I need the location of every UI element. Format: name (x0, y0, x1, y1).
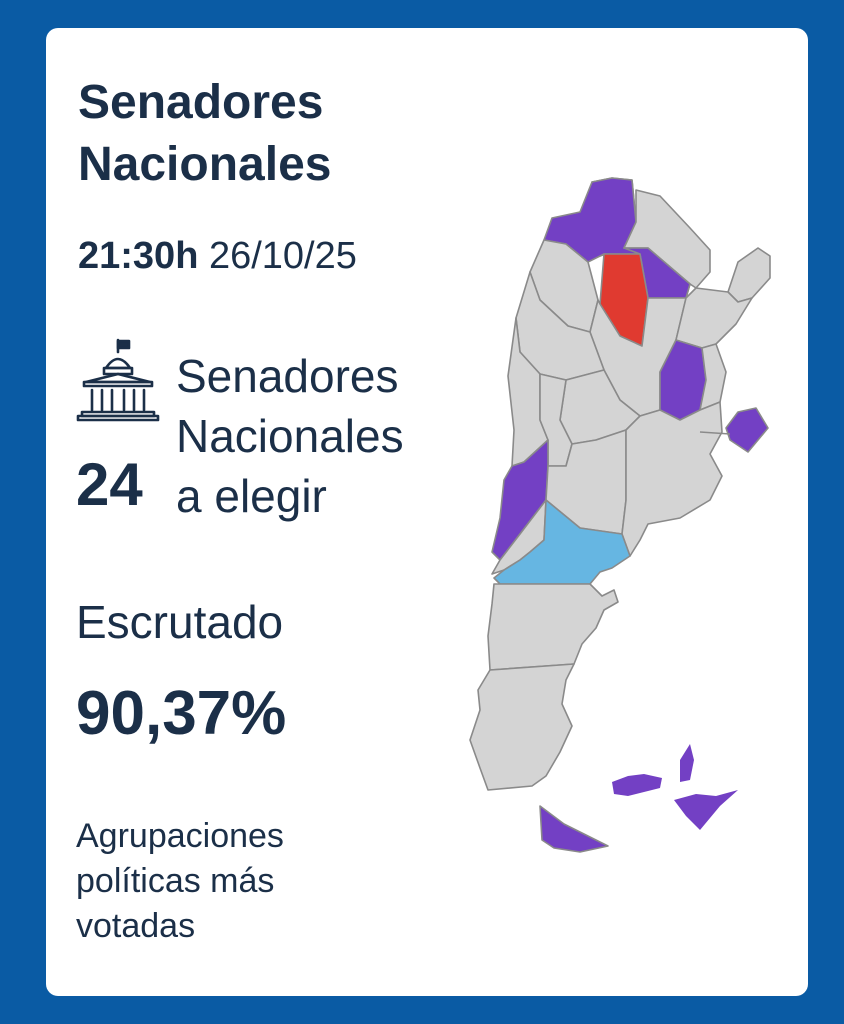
timestamp: 21:30h 26/10/25 (78, 232, 357, 280)
senators-label-line-1: Senadores (176, 350, 399, 402)
title-line-2: Nacionales (78, 138, 332, 191)
parties-heading-line-1: Agrupaciones (76, 817, 284, 855)
islands-antarctic-peninsula (680, 744, 694, 782)
province-caba (725, 407, 769, 453)
islands-antarctic-sector (674, 790, 738, 830)
senators-label: Senadores Nacionales a elegir (176, 346, 496, 526)
province-chubut (487, 583, 619, 671)
province-santa-cruz (469, 663, 575, 791)
parties-heading-line-2: políticas más (76, 862, 275, 900)
capitol-building-icon (76, 338, 160, 422)
province-tierra-del-fuego (539, 805, 609, 853)
parties-heading: Agrupaciones políticas más votadas (76, 814, 376, 949)
title-line-1: Senadores (78, 76, 324, 129)
senators-count: 24 (76, 451, 143, 518)
parties-heading-line-3: votadas (76, 907, 196, 945)
results-card: Senadores Nacionales 21:30h 26/10/25 24 … (46, 28, 808, 996)
scrutiny-percentage: 90,37% (76, 679, 287, 748)
page-title: Senadores Nacionales (78, 72, 478, 196)
senators-label-line-2: Nacionales (176, 410, 404, 462)
timestamp-time: 21:30h (78, 235, 199, 277)
islands-malvinas (612, 774, 662, 796)
scrutiny-label: Escrutado (76, 596, 284, 648)
province-buenos-aires (621, 401, 723, 557)
argentina-map (469, 177, 771, 853)
province-misiones (727, 247, 771, 303)
timestamp-date: 26/10/25 (208, 235, 357, 277)
senators-label-line-3: a elegir (176, 470, 327, 522)
